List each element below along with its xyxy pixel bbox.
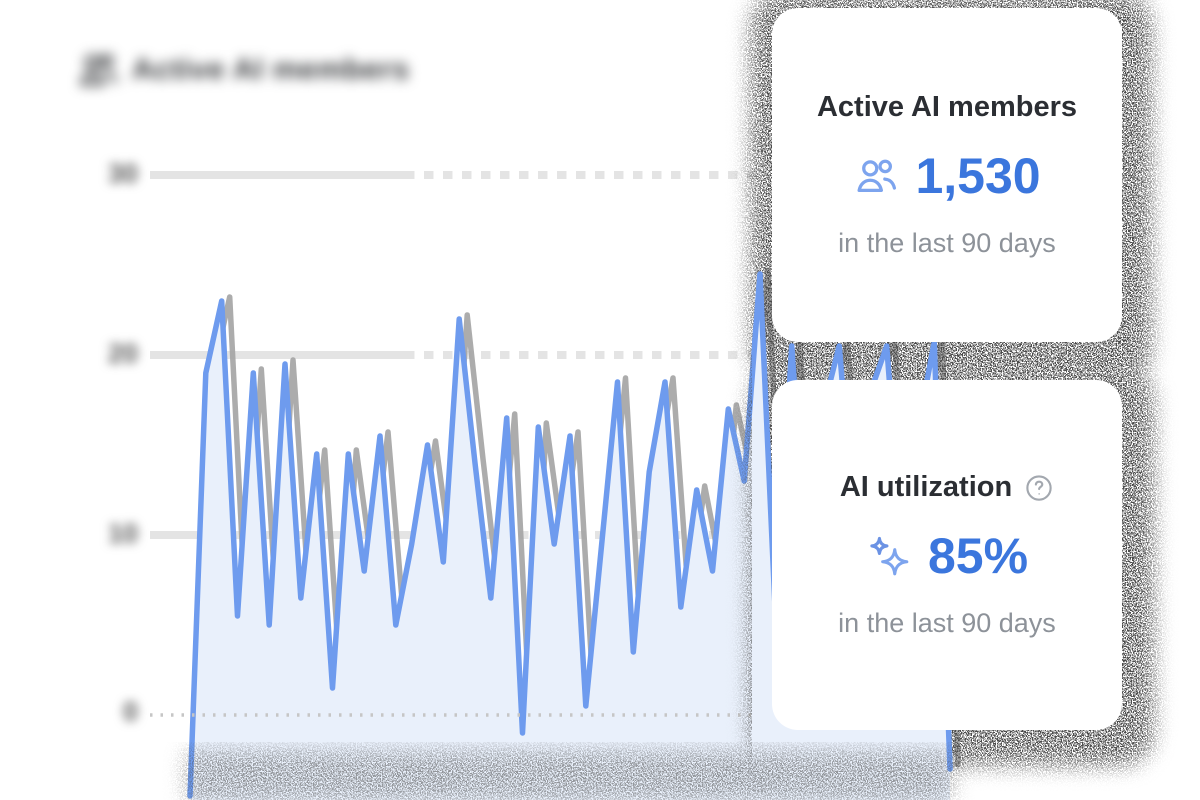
ai-utilization-card: AI utilization 85% in the last 90 days [772, 380, 1122, 730]
y-tick-0: 0 [122, 696, 138, 727]
card-1-caption: in the last 90 days [838, 228, 1056, 258]
people-icon [80, 54, 118, 86]
card-title-row: Active AI members [817, 91, 1077, 124]
y-tick-20: 20 [107, 338, 138, 369]
chart-title: Active AI members [132, 53, 410, 86]
card-1-value-row: 1,530 [853, 148, 1041, 204]
y-tick-10: 10 [107, 518, 138, 549]
chart-bottom-grain [185, 750, 953, 800]
card-title-row: AI utilization [840, 471, 1054, 504]
active-ai-members-card: Active AI members 1,530 in the last 90 d… [772, 8, 1122, 342]
sparkles-icon [870, 536, 909, 576]
card-2-caption: in the last 90 days [838, 608, 1056, 638]
active-members-count: 1,530 [915, 148, 1041, 204]
chart-header-blurred: Active AI members [76, 48, 410, 92]
y-tick-30: 30 [107, 158, 138, 189]
card-2-value-row: 85% [866, 531, 1028, 581]
question-circle-icon[interactable] [1024, 473, 1054, 503]
card-2-title: AI utilization [839, 471, 1013, 503]
ai-utilization-percent: 85% [927, 528, 1029, 584]
people-icon [857, 159, 897, 193]
card-1-title: Active AI members [816, 91, 1078, 123]
